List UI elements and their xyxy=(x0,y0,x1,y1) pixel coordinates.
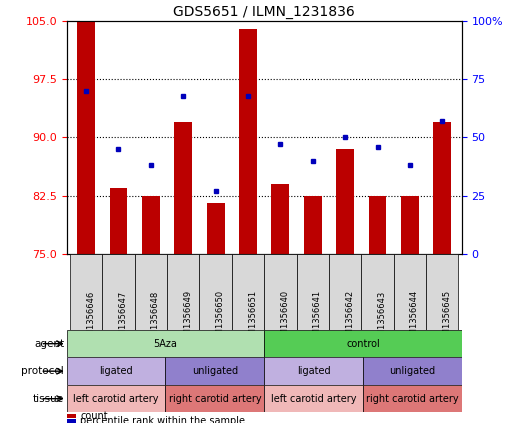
Bar xyxy=(369,196,386,254)
Title: GDS5651 / ILMN_1231836: GDS5651 / ILMN_1231836 xyxy=(173,5,355,19)
Bar xyxy=(135,254,167,330)
Bar xyxy=(264,357,363,385)
Text: GSM1356648: GSM1356648 xyxy=(151,290,160,346)
Text: GSM1356646: GSM1356646 xyxy=(86,290,95,346)
Bar xyxy=(174,122,192,254)
Bar xyxy=(167,254,200,330)
Text: GSM1356640: GSM1356640 xyxy=(281,290,289,346)
Bar xyxy=(110,188,127,254)
Text: GSM1356641: GSM1356641 xyxy=(313,290,322,346)
Text: ligated: ligated xyxy=(297,366,330,376)
Bar xyxy=(67,357,165,385)
Text: percentile rank within the sample: percentile rank within the sample xyxy=(80,416,245,423)
Bar xyxy=(264,385,363,412)
Bar xyxy=(67,385,165,412)
Text: tissue: tissue xyxy=(33,394,64,404)
Text: right carotid artery: right carotid artery xyxy=(366,394,459,404)
Text: GSM1356651: GSM1356651 xyxy=(248,290,257,346)
Bar xyxy=(271,184,289,254)
Bar xyxy=(165,385,264,412)
Text: unligated: unligated xyxy=(389,366,436,376)
Text: protocol: protocol xyxy=(22,366,64,376)
Bar xyxy=(393,254,426,330)
Text: left carotid artery: left carotid artery xyxy=(271,394,357,404)
Bar xyxy=(336,149,354,254)
Bar xyxy=(363,385,462,412)
Bar xyxy=(264,254,297,330)
Text: agent: agent xyxy=(34,339,64,349)
Bar xyxy=(401,196,419,254)
Bar xyxy=(239,29,257,254)
Bar xyxy=(102,254,135,330)
Bar xyxy=(142,196,160,254)
Bar xyxy=(304,196,322,254)
Text: unligated: unligated xyxy=(192,366,238,376)
Text: GSM1356644: GSM1356644 xyxy=(410,290,419,346)
Text: control: control xyxy=(346,339,380,349)
Bar xyxy=(67,330,264,357)
Text: GSM1356649: GSM1356649 xyxy=(183,290,192,346)
Text: GSM1356650: GSM1356650 xyxy=(215,290,225,346)
Text: ligated: ligated xyxy=(99,366,133,376)
Text: left carotid artery: left carotid artery xyxy=(73,394,159,404)
Text: count: count xyxy=(80,411,108,421)
Bar xyxy=(363,357,462,385)
Bar xyxy=(70,254,102,330)
Bar xyxy=(77,21,95,254)
Text: GSM1356643: GSM1356643 xyxy=(378,290,386,346)
Text: GSM1356647: GSM1356647 xyxy=(119,290,128,346)
Bar xyxy=(165,357,264,385)
Text: GSM1356642: GSM1356642 xyxy=(345,290,354,346)
Bar xyxy=(361,254,393,330)
Bar xyxy=(264,330,462,357)
Text: GSM1356645: GSM1356645 xyxy=(442,290,451,346)
Text: right carotid artery: right carotid artery xyxy=(168,394,261,404)
Bar xyxy=(200,254,232,330)
Bar xyxy=(329,254,361,330)
Text: 5Aza: 5Aza xyxy=(153,339,177,349)
Bar xyxy=(297,254,329,330)
Bar xyxy=(207,203,225,254)
Bar xyxy=(232,254,264,330)
Bar xyxy=(433,122,451,254)
Bar xyxy=(426,254,459,330)
